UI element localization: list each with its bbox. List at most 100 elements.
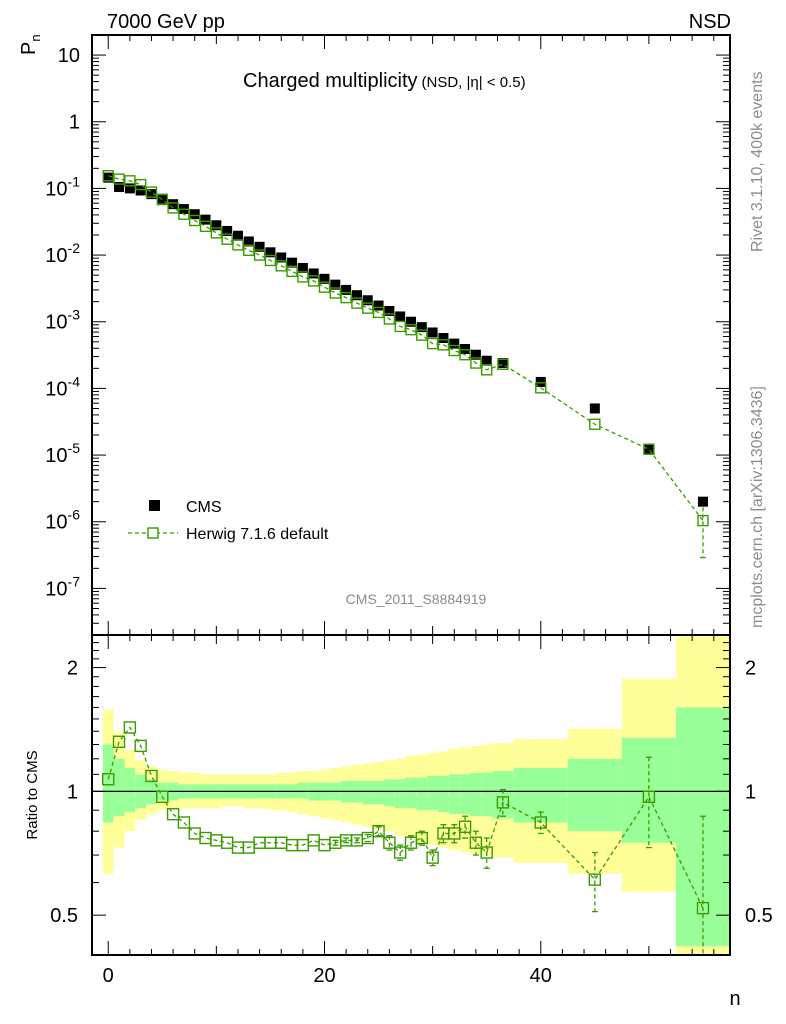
ratio-y-axis-label: Ratio to CMS	[24, 750, 41, 839]
ratio-data-point	[448, 827, 461, 840]
cms-data-point	[276, 252, 287, 263]
cms-data-point	[697, 496, 708, 507]
ratio-data-point	[480, 846, 493, 859]
cms-data-point	[481, 355, 492, 366]
y-tick-label-base: 10	[45, 378, 67, 400]
herwig-data-point	[697, 514, 709, 527]
y-tick-label: 10-1	[45, 173, 80, 200]
herwig-data-point	[189, 214, 201, 227]
ratio-data-point	[112, 735, 126, 748]
ratio-data-point	[415, 831, 429, 845]
ratio-data-point	[426, 851, 439, 864]
cms-data-point	[319, 273, 330, 284]
ratio-panel: 0 20 40 0.5 0.5 1 1 2 2 Ratio to CMS n	[24, 634, 773, 1010]
y-tick-label: 10-3	[45, 307, 80, 334]
herwig-data-point	[459, 349, 471, 361]
stat-uncertainty-band	[297, 782, 309, 799]
herwig-data-point	[253, 249, 266, 261]
plot-title: Charged multiplicity (NSD, |η| < 0.5)	[243, 70, 526, 92]
ratio-data-point	[496, 796, 510, 809]
herwig-data-point	[275, 260, 287, 272]
analysis-id-label: CMS_2011_S8884919	[346, 591, 487, 607]
cms-data-point	[395, 311, 406, 322]
herwig-data-point	[643, 443, 655, 456]
herwig-data-point	[394, 320, 406, 333]
cms-data-point	[135, 185, 146, 196]
y-tick-label-base: 10	[58, 45, 80, 67]
ratio-data-point	[372, 825, 385, 838]
y-tick-label: 10-7	[45, 573, 80, 600]
herwig-data-point	[589, 418, 601, 430]
cms-data-point	[341, 284, 352, 295]
legend-herwig-label: Herwig 7.1.6 default	[186, 526, 329, 543]
y-axis-label-main: P	[18, 42, 40, 55]
cms-data-point	[460, 343, 471, 354]
ratio-data-point	[156, 790, 169, 803]
mcplots-reference-label: mcplots.cern.ch [arXiv:1306.3436]	[749, 386, 766, 628]
cms-data-point	[124, 183, 135, 194]
cms-data-point	[373, 300, 384, 311]
cms-data-point	[232, 230, 243, 241]
y-tick-label-right: 2	[745, 658, 756, 680]
ratio-data-point	[642, 790, 656, 803]
cms-data-point	[438, 333, 449, 344]
y-tick-label-exponent: -6	[68, 507, 81, 523]
stat-uncertainty-band	[373, 780, 384, 805]
stat-uncertainty-band	[427, 775, 439, 811]
cms-data-point	[384, 305, 395, 316]
cms-data-point	[351, 290, 362, 301]
herwig-data-point	[372, 306, 385, 319]
herwig-data-point	[329, 287, 342, 299]
herwig-data-point	[535, 382, 547, 394]
y-tick-label: 0.5	[50, 905, 78, 927]
y-tick-label-exponent: -7	[68, 573, 81, 589]
ratio-data-point	[361, 831, 374, 845]
herwig-data-point	[437, 339, 450, 351]
ratio-data-point	[134, 739, 147, 753]
y-tick-label-exponent: -2	[68, 240, 81, 256]
ratio-data-point	[199, 831, 212, 845]
cms-data-point	[470, 349, 481, 360]
y-tick-label-right: 0.5	[745, 905, 773, 927]
ratio-data-point	[393, 846, 407, 859]
plot-title-suffix: (NSD, |η| < 0.5)	[422, 74, 526, 91]
stat-uncertainty-band	[124, 767, 136, 813]
herwig-data-point	[405, 323, 417, 336]
herwig-data-point	[416, 329, 428, 341]
stat-uncertainty-band	[102, 744, 114, 823]
herwig-data-point	[243, 244, 255, 256]
herwig-data-point	[297, 271, 309, 283]
herwig-data-point	[340, 291, 352, 304]
y-tick-label-exponent: -3	[68, 307, 81, 323]
ratio-data-point	[383, 836, 396, 849]
cms-data-point	[362, 295, 373, 306]
top-plot-layer	[102, 170, 709, 559]
herwig-data-point	[264, 254, 277, 267]
legend-herwig-marker	[147, 527, 159, 539]
y-tick-label: 1	[69, 112, 80, 134]
process-label: NSD	[689, 11, 731, 33]
y-tick-label-base: 10	[45, 178, 67, 200]
plot-title-main: Charged multiplicity	[243, 70, 418, 92]
herwig-data-point	[497, 358, 509, 370]
cms-data-point	[114, 181, 125, 192]
stat-uncertainty-band	[383, 779, 395, 807]
stat-uncertainty-band	[405, 777, 417, 809]
y-tick-label-base: 10	[45, 578, 67, 600]
stat-uncertainty-band	[416, 777, 428, 811]
cms-data-point	[416, 322, 427, 333]
herwig-data-point	[351, 297, 363, 309]
herwig-data-point	[210, 227, 223, 239]
legend-cms-label: CMS	[186, 499, 222, 516]
cms-data-point	[589, 403, 600, 414]
herwig-data-point	[113, 173, 125, 185]
y-tick-label: 10-4	[45, 373, 80, 400]
ratio-plot-layer	[92, 635, 730, 955]
herwig-data-point	[448, 344, 460, 357]
cms-data-point	[297, 262, 308, 273]
y-axis-label: Pn	[18, 34, 43, 55]
herwig-data-point	[470, 357, 482, 369]
